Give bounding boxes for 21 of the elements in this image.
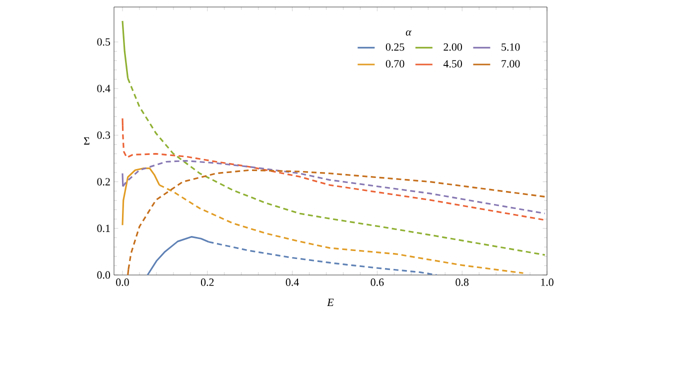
- y-tick-label: 0.2: [97, 178, 110, 186]
- x-axis-title: E: [327, 298, 334, 306]
- y-tick-label: 0.0: [97, 271, 110, 279]
- legend-label: 0.25: [386, 43, 404, 51]
- y-axis-title: Σ: [84, 137, 90, 145]
- legend-label: 4.50: [443, 60, 462, 68]
- legend-title: α: [406, 30, 412, 36]
- legend-label: 5.10: [502, 43, 520, 51]
- x-tick-label: 0.6: [370, 278, 384, 286]
- x-tick-label: 0.8: [456, 278, 469, 286]
- x-tick-label: 0.2: [200, 278, 214, 286]
- x-tick-label: 0.0: [116, 278, 129, 286]
- y-tick-label: 0.3: [97, 131, 110, 139]
- y-tick-label: 0.1: [97, 224, 110, 232]
- y-tick-label: 0.4: [97, 84, 110, 92]
- legend-label: 7.00: [502, 60, 520, 68]
- legend-label: 2.00: [444, 43, 462, 51]
- legend-label: 0.70: [386, 60, 404, 68]
- x-tick-label: 1.0: [541, 278, 554, 286]
- y-tick-label: 0.5: [97, 38, 110, 46]
- x-tick-label: 0.4: [286, 278, 299, 286]
